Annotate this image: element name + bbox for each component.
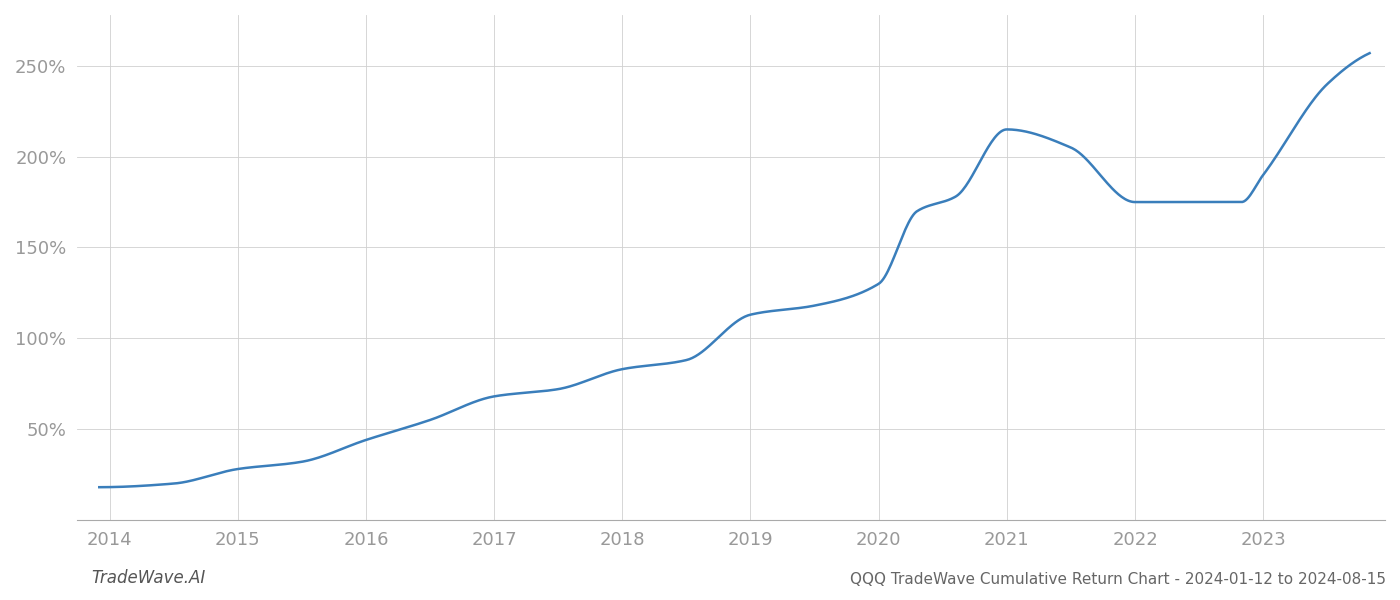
Text: QQQ TradeWave Cumulative Return Chart - 2024-01-12 to 2024-08-15: QQQ TradeWave Cumulative Return Chart - … [850, 572, 1386, 587]
Text: TradeWave.AI: TradeWave.AI [91, 569, 206, 587]
